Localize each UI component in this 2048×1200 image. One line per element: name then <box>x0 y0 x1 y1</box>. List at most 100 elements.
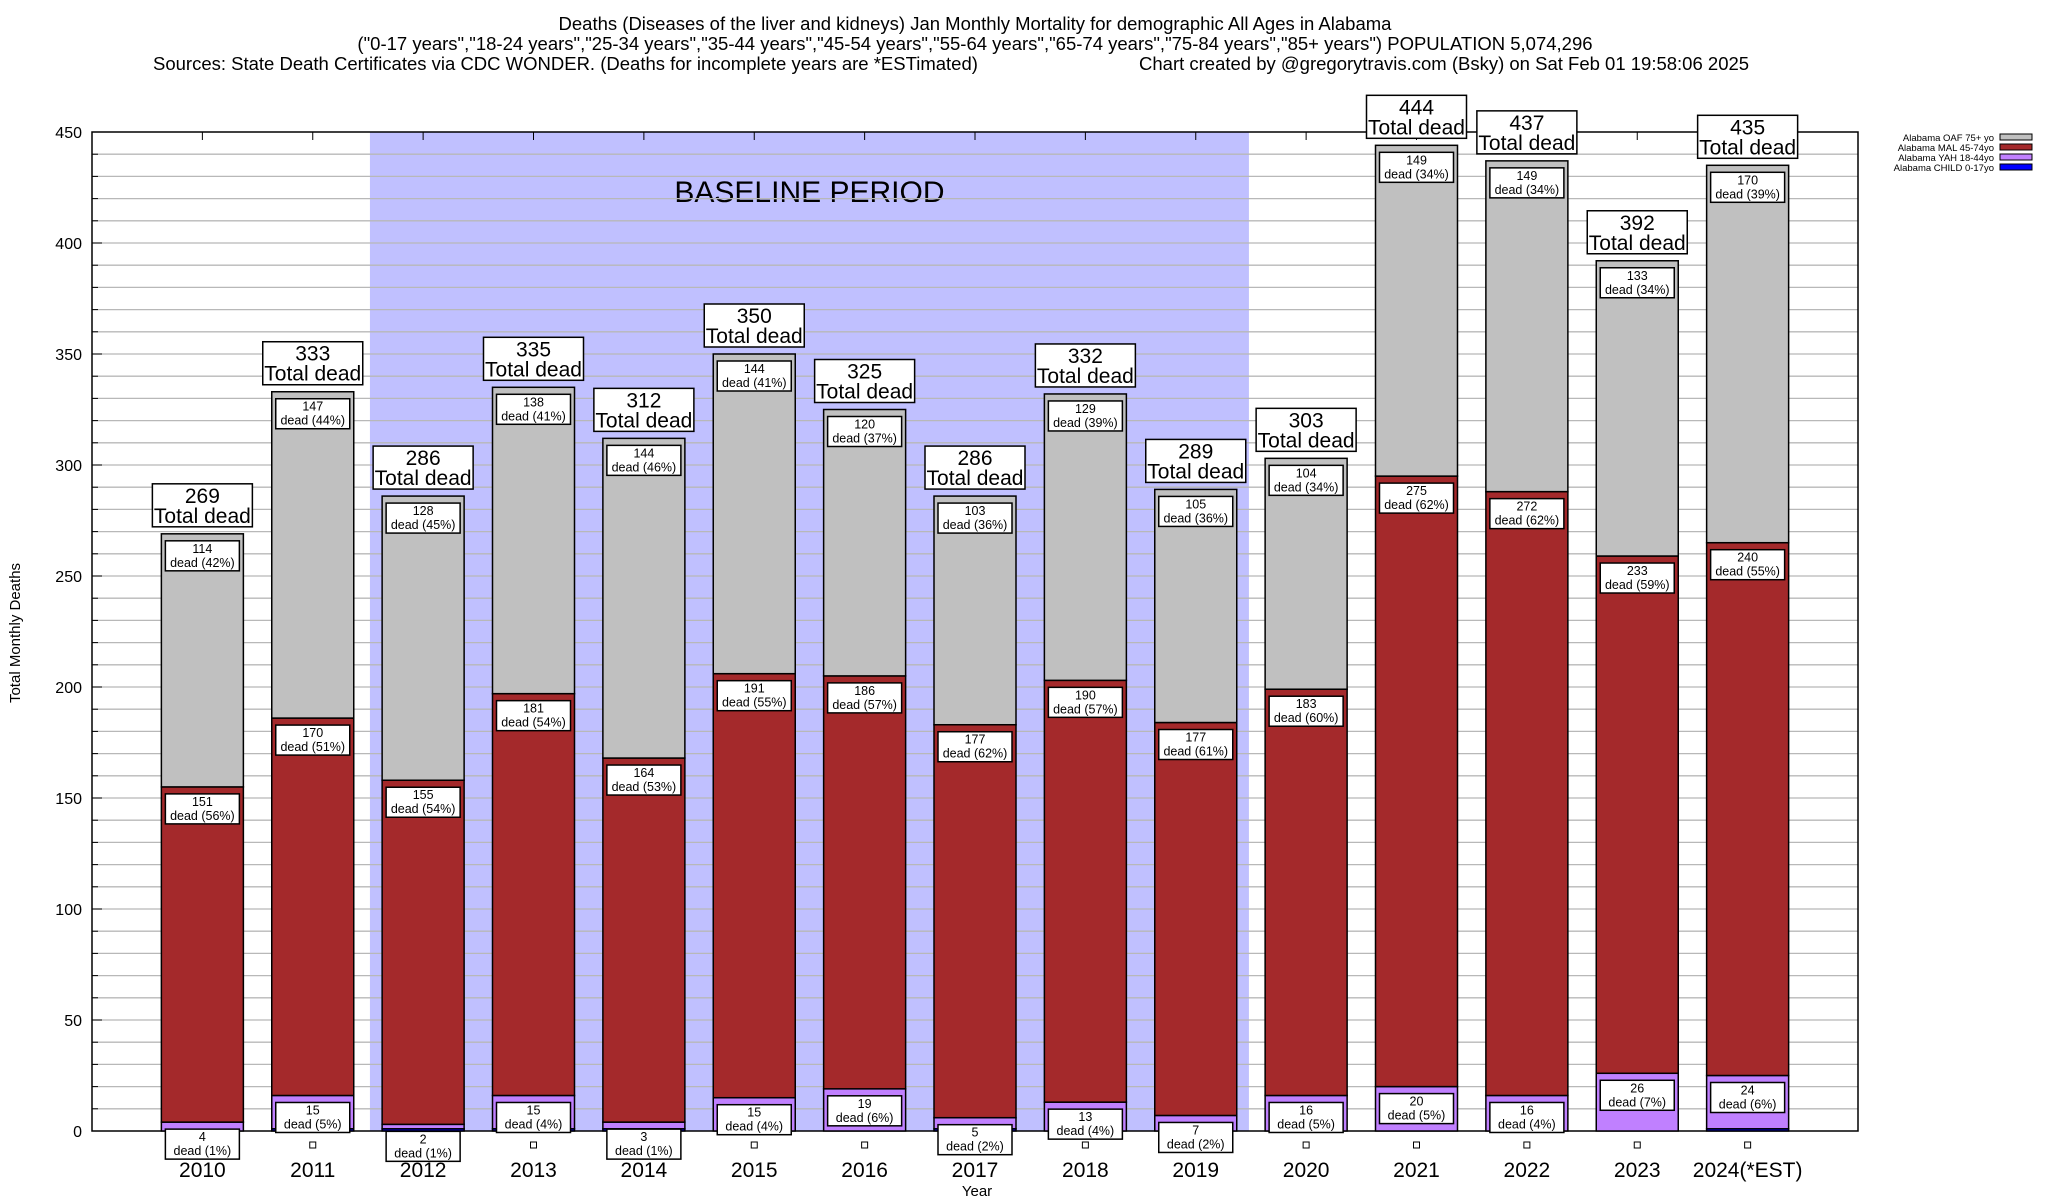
segment-value-label: 16 <box>1299 1103 1313 1117</box>
total-label-box <box>593 387 695 433</box>
segment-percent-label: dead (42%) <box>170 556 235 570</box>
segment-percent-label: dead (55%) <box>1715 565 1780 579</box>
segment-value-label: 24 <box>1741 1084 1755 1098</box>
segment-percent-label: dead (41%) <box>501 409 566 423</box>
child-label-marker <box>1413 1141 1420 1149</box>
total-label-box <box>1586 210 1688 255</box>
total-dead-label: Total dead <box>816 381 913 404</box>
chart-title-line2: ("0-17 years","18-24 years","25-34 years… <box>357 33 1592 54</box>
segment-percent-label: dead (4%) <box>1498 1117 1556 1131</box>
legend-swatch <box>1999 163 2033 171</box>
segment-value-label: 190 <box>1075 688 1096 702</box>
total-dead-label: Total dead <box>1147 460 1244 483</box>
bar-segment-alabama-oaf-75-yo <box>491 386 576 695</box>
total-dead-label: Total dead <box>264 363 361 386</box>
segment-value-label: 104 <box>1296 466 1317 480</box>
segment-value-label: 170 <box>302 726 323 740</box>
chart-credit: Chart created by @gregorytravis.com (Bsk… <box>1139 53 1749 74</box>
total-label-box <box>1255 407 1357 453</box>
bar-segment-alabama-oaf-75-yo <box>1705 164 1790 544</box>
segment-label-box <box>716 679 792 712</box>
segment-label-box <box>1709 171 1786 204</box>
segment-percent-label: dead (7%) <box>1608 1095 1666 1109</box>
segment-percent-label: dead (55%) <box>722 696 787 710</box>
bar-segment-alabama-mal-45-74yo <box>1374 475 1459 1088</box>
x-tick-label: 2010 <box>179 1159 226 1182</box>
x-tick-label: 2014 <box>621 1159 668 1182</box>
total-value-label: 312 <box>626 389 661 412</box>
segment-percent-label: dead (36%) <box>943 518 1008 532</box>
segment-value-label: 155 <box>413 788 434 802</box>
segment-value-label: 151 <box>192 795 213 809</box>
bar-segment-alabama-oaf-75-yo <box>822 408 907 677</box>
child-label-marker <box>530 1141 537 1149</box>
segment-percent-label: dead (36%) <box>1163 511 1228 525</box>
segment-percent-label: dead (37%) <box>832 432 897 446</box>
segment-label-box <box>1709 548 1786 581</box>
bar-segment-alabama-oaf-75-yo <box>1595 260 1679 557</box>
total-value-label: 333 <box>295 343 330 366</box>
total-dead-label: Total dead <box>1589 232 1686 255</box>
segment-label-box <box>385 1130 461 1163</box>
y-tick-label: 350 <box>55 347 82 364</box>
total-dead-label: Total dead <box>154 505 251 528</box>
segment-label-box <box>716 360 792 392</box>
segment-label-box <box>164 540 241 572</box>
segment-label-box <box>1158 495 1234 528</box>
legend-swatch <box>1999 143 2033 151</box>
segment-label-box <box>1378 482 1455 514</box>
bar-segment-alabama-mal-45-74yo <box>381 779 465 1126</box>
segment-value-label: 138 <box>523 395 544 409</box>
total-value-label: 392 <box>1620 212 1655 235</box>
y-tick-label: 450 <box>55 125 82 142</box>
segment-value-label: 186 <box>854 684 875 698</box>
segment-percent-label: dead (1%) <box>394 1146 452 1160</box>
total-label-box <box>924 445 1026 490</box>
segment-value-label: 149 <box>1516 169 1537 183</box>
chart-title-line1: Deaths (Diseases of the liver and kidney… <box>559 13 1393 34</box>
segment-percent-label: dead (51%) <box>280 740 345 754</box>
bar-segment-alabama-oaf-75-yo <box>381 495 465 781</box>
segment-label-box <box>1709 1081 1786 1114</box>
segment-label-box <box>1047 400 1124 432</box>
segment-label-box <box>1489 497 1565 530</box>
x-tick-label: 2013 <box>510 1159 557 1182</box>
x-tick-label: 2017 <box>952 1159 999 1182</box>
segment-percent-label: dead (34%) <box>1495 183 1560 197</box>
segment-label-box <box>1489 1101 1565 1134</box>
segment-value-label: 133 <box>1627 269 1648 283</box>
segment-percent-label: dead (1%) <box>615 1144 673 1158</box>
y-tick-label: 400 <box>55 236 82 253</box>
x-tick-label: 2023 <box>1614 1159 1661 1182</box>
child-label-marker <box>1302 1141 1310 1149</box>
segment-label-box <box>1268 1101 1344 1134</box>
segment-label-box <box>826 1095 903 1127</box>
segment-percent-label: dead (39%) <box>1053 416 1118 430</box>
segment-value-label: 16 <box>1520 1103 1534 1117</box>
segment-label-box <box>716 1103 792 1136</box>
y-tick-label: 0 <box>73 1124 82 1141</box>
bar-segment-alabama-mal-45-74yo <box>1485 490 1569 1097</box>
segment-value-label: 164 <box>633 766 654 780</box>
segment-value-label: 144 <box>744 362 765 376</box>
segment-value-label: 15 <box>527 1103 541 1117</box>
x-tick-label: 2019 <box>1172 1159 1219 1182</box>
segment-value-label: 15 <box>747 1106 761 1120</box>
segment-value-label: 191 <box>744 682 765 696</box>
total-value-label: 286 <box>406 447 441 470</box>
child-label-marker <box>1633 1141 1641 1149</box>
segment-label-box <box>606 764 682 796</box>
total-label-box <box>1696 114 1799 160</box>
segment-value-label: 20 <box>1410 1095 1424 1109</box>
total-label-box <box>1476 110 1578 155</box>
total-dead-label: Total dead <box>1258 429 1355 452</box>
segment-percent-label: dead (45%) <box>391 518 456 532</box>
segment-percent-label: dead (5%) <box>284 1117 342 1131</box>
segment-label-box <box>495 699 572 732</box>
segment-value-label: 129 <box>1075 402 1096 416</box>
child-label-marker <box>861 1141 869 1149</box>
legend-label: Alabama YAH 18-44yo <box>1898 153 1994 164</box>
bar-segment-alabama-oaf-75-yo <box>1264 457 1348 690</box>
segment-value-label: 240 <box>1737 551 1758 565</box>
